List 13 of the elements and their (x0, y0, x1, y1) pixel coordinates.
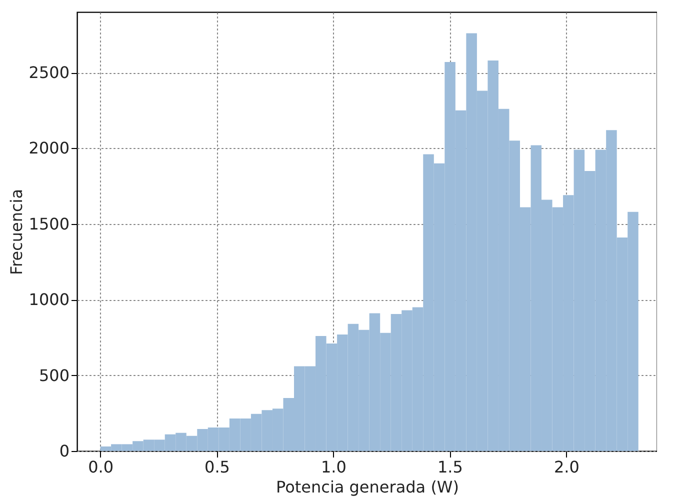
y-tick-label: 2500 (28, 63, 70, 82)
y-tick-label: 2000 (28, 138, 70, 158)
y-tick-label: 1500 (28, 214, 70, 234)
y-tick-label: 1000 (28, 290, 70, 310)
x-tick-label: 1.0 (321, 458, 346, 476)
x-tick-label: 0.0 (88, 458, 114, 476)
x-tick-label: 2.0 (554, 458, 580, 476)
x-tick-label: 1.5 (437, 458, 463, 476)
y-tick-label: 0 (59, 442, 70, 460)
x-tick-label: 0.5 (204, 458, 230, 476)
y-tick-label: 500 (38, 366, 70, 385)
y-axis-title: Frecuencia (6, 188, 26, 276)
x-axis-title: Potencia generada (W) (276, 478, 459, 496)
